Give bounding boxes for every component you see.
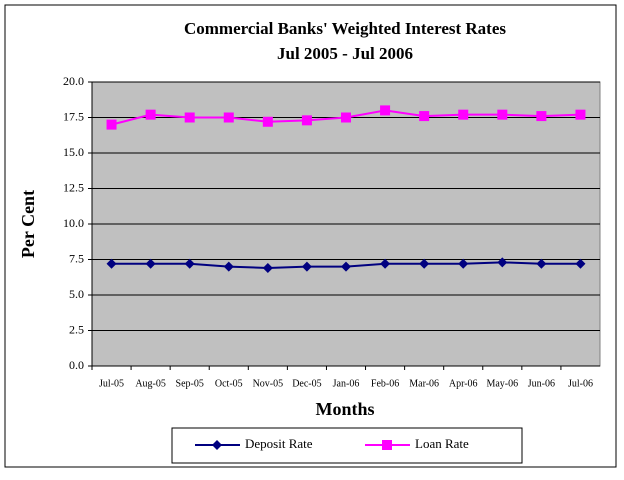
x-tick-label: May-06 [486, 378, 518, 389]
legend-marker [382, 440, 392, 450]
legend-label: Deposit Rate [245, 436, 313, 451]
y-tick-label: 15.0 [63, 145, 84, 159]
legend-label: Loan Rate [415, 436, 469, 451]
x-axis-label: Months [315, 399, 374, 419]
marker [262, 263, 273, 274]
marker [341, 261, 351, 272]
chart-subtitle: Jul 2005 - Jul 2006 [277, 44, 413, 63]
x-tick-label: Jul-05 [99, 378, 124, 389]
y-tick-label: 5.0 [69, 287, 84, 301]
marker [458, 258, 469, 269]
x-tick-label: Mar-06 [409, 378, 439, 389]
y-tick-label: 17.5 [63, 109, 84, 123]
marker [106, 258, 117, 269]
marker [419, 258, 430, 269]
x-tick-label: Jul-06 [568, 378, 593, 389]
marker [301, 261, 312, 272]
marker [497, 109, 508, 120]
marker [575, 258, 586, 269]
marker [184, 258, 195, 269]
legend-marker [212, 440, 222, 450]
marker [262, 116, 273, 127]
marker [223, 112, 234, 123]
y-tick-label: 7.5 [69, 251, 84, 265]
x-tick-label: Apr-06 [449, 378, 478, 389]
marker [184, 112, 195, 123]
marker [497, 257, 508, 268]
x-tick-label: Oct-05 [215, 378, 243, 389]
x-tick-label: Dec-05 [292, 378, 321, 389]
marker [536, 111, 547, 122]
marker [458, 109, 469, 120]
x-tick-label: Sep-05 [176, 378, 204, 389]
marker [380, 105, 391, 116]
x-tick-label: Nov-05 [253, 378, 284, 389]
x-tick-label: Aug-05 [135, 378, 166, 389]
y-tick-label: 2.5 [69, 322, 84, 336]
marker [341, 112, 351, 123]
marker [419, 111, 430, 122]
chart-title: Commercial Banks' Weighted Interest Rate… [184, 19, 506, 38]
y-tick-label: 0.0 [69, 358, 84, 372]
marker [380, 258, 391, 269]
x-tick-label: Jun-06 [528, 378, 555, 389]
marker [145, 109, 156, 120]
y-tick-label: 10.0 [63, 216, 84, 230]
x-tick-label: Feb-06 [371, 378, 399, 389]
marker [106, 119, 117, 130]
marker [536, 258, 547, 269]
marker [575, 109, 586, 120]
marker [223, 261, 234, 272]
y-tick-label: 12.5 [63, 180, 84, 194]
x-tick-label: Jan-06 [333, 378, 360, 389]
marker [145, 258, 156, 269]
y-tick-label: 20.0 [63, 74, 84, 88]
y-axis-label: Per Cent [18, 190, 38, 258]
marker [301, 115, 312, 126]
